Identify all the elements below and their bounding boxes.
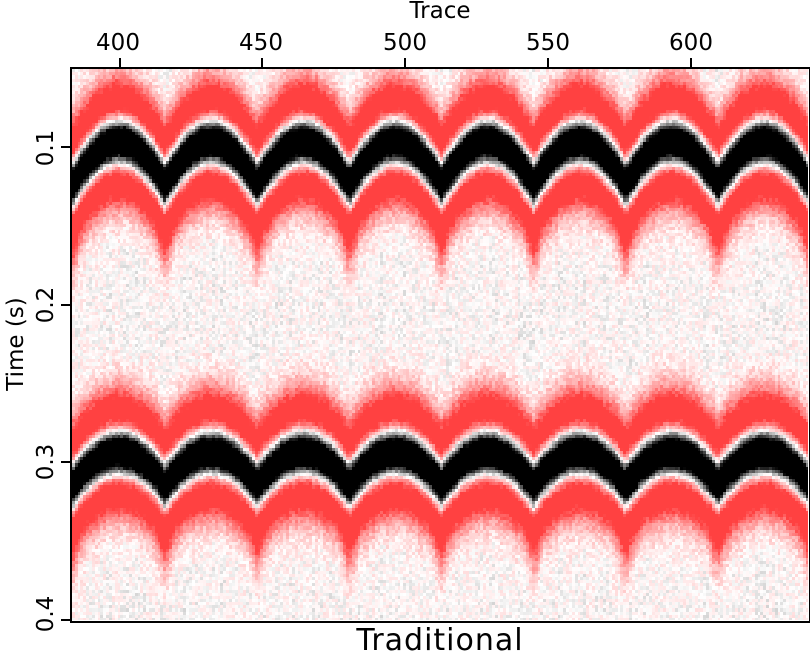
x-tick-label-550: 550 <box>526 30 570 56</box>
chart-title: Traditional <box>356 623 524 658</box>
x-tick-600 <box>689 58 692 68</box>
x-tick-label-450: 450 <box>239 30 283 56</box>
x-tick-550 <box>547 58 550 68</box>
x-tick-label-400: 400 <box>96 30 140 56</box>
y-tick-label-0.4: 0.4 <box>33 595 59 633</box>
y-tick-0.4 <box>61 619 71 621</box>
y-tick-0.3 <box>61 461 71 464</box>
y-tick-0.1 <box>61 145 71 148</box>
x-tick-label-600: 600 <box>669 30 713 56</box>
x-tick-500 <box>404 58 407 68</box>
y-tick-label-0.3: 0.3 <box>33 443 59 481</box>
y-tick-0.2 <box>61 303 71 306</box>
y-tick-label-0.1: 0.1 <box>33 129 59 167</box>
x-tick-450 <box>261 58 264 68</box>
plot-area <box>71 68 808 620</box>
x-tick-400 <box>118 58 121 68</box>
y-axis-title: Time (s) <box>3 297 29 391</box>
y-tick-label-0.2: 0.2 <box>33 286 59 324</box>
x-axis-title: Trace <box>409 0 471 24</box>
x-tick-label-500: 500 <box>383 30 427 56</box>
seismic-heatmap <box>71 68 808 620</box>
